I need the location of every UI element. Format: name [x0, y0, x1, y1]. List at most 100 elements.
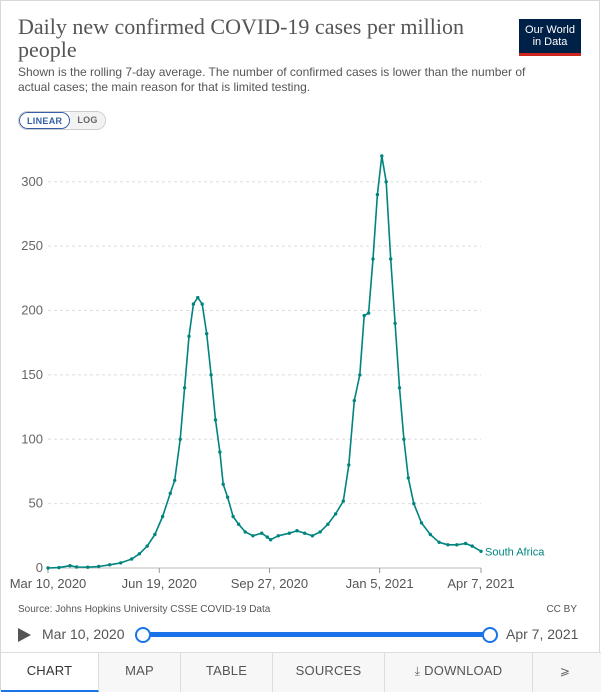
data-point [375, 192, 380, 197]
data-point [393, 321, 397, 326]
data-point [371, 257, 375, 261]
data-point [57, 565, 61, 570]
timeline-end-label: Apr 7, 2021 [506, 626, 579, 642]
data-point [380, 154, 384, 158]
data-point [318, 530, 322, 534]
x-tick-label: Mar 10, 2020 [10, 576, 87, 591]
x-tick-label: Sep 27, 2020 [231, 576, 308, 591]
data-point [137, 552, 142, 556]
data-point [326, 522, 330, 526]
logo-line-2: in Data [532, 36, 568, 48]
tab-map-label: MAP [125, 663, 154, 678]
scale-toggle: LINEAR LOG [18, 111, 106, 130]
data-point [389, 257, 393, 261]
data-point [287, 531, 291, 535]
data-point [341, 499, 345, 503]
data-point [221, 482, 225, 486]
tab-table-label: TABLE [205, 663, 248, 678]
play-icon[interactable] [18, 628, 31, 642]
data-point [428, 532, 432, 537]
tab-chart[interactable]: CHART [1, 653, 99, 692]
y-tick-label: 50 [29, 496, 43, 511]
data-point [470, 544, 474, 548]
log-scale-button[interactable]: LOG [70, 112, 105, 129]
data-point [46, 566, 50, 570]
data-point [446, 543, 450, 547]
chart-subtitle: Shown is the rolling 7-day average. The … [18, 65, 526, 94]
owid-logo[interactable]: Our World in Data [519, 19, 581, 56]
data-point [153, 532, 157, 537]
share-icon: ⩾ [559, 664, 571, 678]
tab-map[interactable]: MAP [99, 653, 181, 692]
y-tick-label: 300 [21, 174, 43, 189]
data-point [295, 529, 299, 533]
data-point [352, 398, 356, 403]
data-point [130, 557, 134, 561]
data-point [108, 563, 112, 567]
tab-bar: CHART MAP TABLE SOURCES ⤓ DOWNLOAD ⩾ [1, 652, 601, 692]
x-tick-label: Jan 5, 2021 [346, 576, 414, 591]
timeline-end-handle[interactable] [482, 627, 498, 643]
data-point [455, 543, 459, 547]
y-axis: 0 50 100 150 200 250 300 [21, 174, 43, 575]
linear-scale-button[interactable]: LINEAR [19, 112, 71, 129]
tab-download[interactable]: ⤓ DOWNLOAD [385, 653, 533, 692]
data-point [260, 531, 264, 535]
data-point [196, 295, 200, 300]
data-point [145, 544, 149, 548]
data-point [402, 437, 406, 441]
data-point [119, 561, 123, 565]
data-point [236, 522, 241, 526]
tab-sources-label: SOURCES [295, 663, 362, 678]
data-point [276, 534, 280, 538]
timeline-start-handle[interactable] [135, 627, 151, 643]
data-point [168, 491, 172, 495]
tab-share[interactable]: ⩾ [533, 653, 601, 692]
data-point [268, 538, 273, 542]
timeline-track[interactable] [143, 632, 490, 637]
data-point [231, 514, 235, 519]
data-point [74, 565, 79, 569]
data-point [225, 495, 230, 499]
data-point [463, 541, 468, 546]
data-point [251, 534, 255, 538]
data-point [347, 463, 351, 467]
chart-grid [48, 181, 481, 569]
data-point [406, 476, 410, 480]
data-point [384, 180, 388, 184]
data-point [68, 564, 72, 568]
data-point [366, 311, 371, 315]
data-point [205, 332, 209, 336]
tab-download-label: DOWNLOAD [424, 663, 503, 678]
data-point [178, 437, 182, 441]
tab-table[interactable]: TABLE [181, 653, 273, 692]
series-line [47, 155, 482, 569]
data-point [173, 478, 177, 483]
source-note: Source: Johns Hopkins University CSSE CO… [18, 604, 271, 615]
data-point [97, 564, 101, 569]
chart-title: Daily new confirmed COVID-19 cases per m… [18, 14, 464, 62]
data-point [243, 530, 247, 534]
x-tick-label: Jun 19, 2020 [122, 576, 197, 591]
y-tick-label: 150 [21, 367, 43, 382]
license-link[interactable]: CC BY [546, 604, 577, 615]
tab-sources[interactable]: SOURCES [273, 653, 385, 692]
data-point [333, 512, 338, 516]
data-point [191, 302, 196, 306]
tab-chart-label: CHART [26, 663, 73, 678]
x-tick-label: Apr 7, 2021 [447, 576, 514, 591]
data-point [86, 565, 90, 569]
data-point [362, 313, 366, 318]
data-point [479, 549, 483, 553]
data-point [358, 373, 362, 377]
data-point [265, 535, 269, 539]
data-point [200, 302, 204, 306]
data-point [187, 334, 191, 338]
data-point [310, 534, 315, 538]
data-point [213, 418, 218, 422]
timeline-start-label: Mar 10, 2020 [42, 626, 125, 642]
download-icon: ⤓ [414, 664, 421, 678]
timeline-slider: Mar 10, 2020 Apr 7, 2021 [18, 624, 584, 646]
data-point [160, 514, 165, 519]
